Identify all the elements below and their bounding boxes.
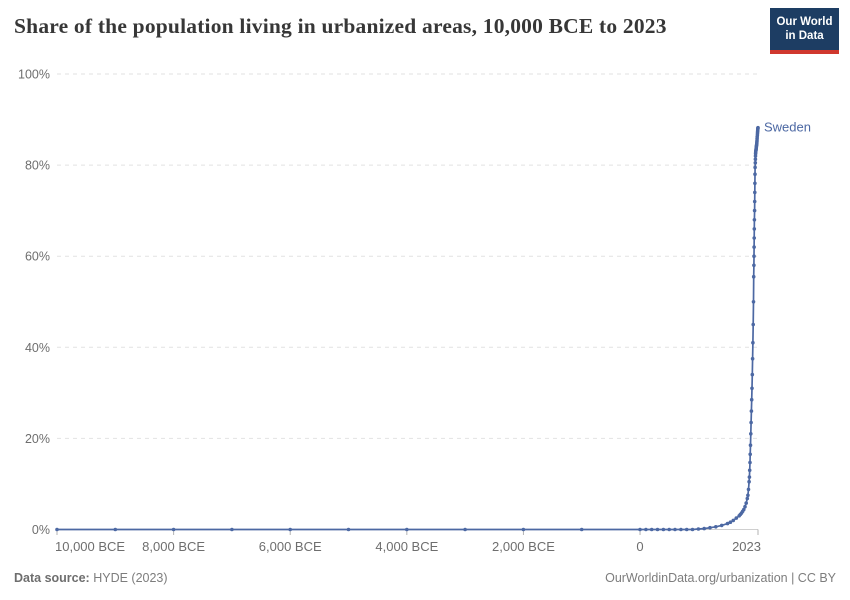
data-point — [725, 521, 730, 526]
y-axis-tick-label: 0% — [32, 523, 50, 537]
data-point — [752, 245, 756, 249]
data-point — [728, 520, 733, 524]
data-point — [743, 504, 747, 509]
y-axis-tick-label: 40% — [25, 341, 50, 355]
data-source-label: Data source: — [14, 571, 90, 585]
attribution-link[interactable]: OurWorldinData.org/urbanization | CC BY — [605, 571, 836, 585]
data-point — [579, 527, 584, 532]
data-point — [684, 527, 689, 532]
y-axis-tick-label: 60% — [25, 250, 50, 264]
data-point — [753, 165, 757, 170]
data-point — [753, 157, 758, 161]
x-axis-tick-label: 6,000 BCE — [259, 539, 322, 554]
data-point — [655, 527, 660, 532]
data-point — [752, 236, 756, 240]
data-point — [749, 432, 753, 436]
data-point — [690, 527, 695, 532]
x-axis-tick-label: 4,000 BCE — [375, 539, 438, 554]
data-point — [745, 496, 750, 501]
data-point — [748, 452, 752, 457]
data-point — [55, 527, 59, 532]
data-point — [748, 460, 752, 465]
data-point — [752, 227, 757, 231]
data-point — [673, 527, 677, 532]
data-point — [644, 527, 648, 532]
data-point — [750, 372, 755, 377]
data-point — [744, 501, 748, 505]
owid-logo-line1: Our World — [776, 15, 833, 28]
x-axis-tick-label: 2,000 BCE — [492, 539, 555, 554]
data-point — [752, 263, 756, 268]
owid-logo-line2: in Data — [785, 30, 824, 42]
data-point — [753, 161, 758, 165]
data-point — [753, 190, 757, 195]
y-axis-tick-label: 20% — [25, 432, 50, 446]
data-source: Data source: HYDE (2023) — [14, 571, 168, 585]
data-point — [346, 527, 351, 532]
data-point — [747, 475, 752, 479]
data-point — [756, 125, 760, 130]
data-point — [463, 527, 467, 532]
x-axis-tick-label: 8,000 BCE — [142, 539, 205, 554]
data-point — [751, 322, 755, 327]
data-point — [731, 518, 736, 523]
data-point — [667, 527, 671, 532]
data-point — [649, 527, 654, 532]
data-point — [746, 487, 751, 492]
chart-footer: Data source: HYDE (2023) OurWorldinData.… — [14, 571, 836, 587]
data-point — [742, 507, 746, 512]
data-point — [661, 527, 666, 532]
data-point — [171, 527, 176, 532]
data-point — [638, 527, 642, 532]
data-point — [719, 523, 724, 528]
owid-logo[interactable]: Our World in Data — [770, 8, 839, 54]
y-axis-tick-label: 80% — [25, 159, 50, 173]
chart-header: Share of the population living in urbani… — [0, 0, 850, 58]
data-point — [750, 356, 755, 361]
data-point — [753, 181, 757, 186]
data-point — [230, 527, 234, 532]
series-label-sweden: Sweden — [764, 120, 811, 135]
data-point — [751, 300, 756, 304]
data-point — [747, 468, 752, 473]
page-title: Share of the population living in urbani… — [14, 14, 667, 38]
x-axis-tick-label: 10,000 BCE — [55, 539, 125, 554]
data-point — [696, 527, 701, 531]
data-point — [751, 274, 756, 279]
data-point — [749, 420, 753, 425]
data-point — [748, 443, 753, 448]
attribution: OurWorldinData.org/urbanization | CC BY — [605, 571, 836, 585]
data-source-value: HYDE (2023) — [89, 571, 168, 585]
data-point — [521, 527, 526, 532]
data-point — [750, 386, 754, 391]
data-point — [702, 526, 706, 531]
data-point — [752, 199, 757, 204]
x-axis-tick-label: 2023 — [732, 539, 761, 554]
data-point — [734, 516, 739, 520]
data-point — [113, 527, 118, 532]
data-points-sweden — [55, 125, 760, 532]
data-point — [714, 525, 718, 529]
data-point — [749, 397, 754, 402]
data-line-sweden — [56, 126, 759, 531]
data-point — [288, 527, 293, 532]
y-axis-tick-label: 100% — [18, 68, 50, 82]
data-point — [752, 254, 756, 258]
data-point — [746, 493, 750, 498]
data-point — [405, 527, 409, 532]
data-point — [753, 172, 757, 176]
data-point — [752, 218, 757, 222]
x-axis-tick-label: 0 — [636, 539, 643, 554]
data-point — [751, 340, 755, 345]
data-point — [679, 527, 683, 532]
data-point — [747, 479, 751, 484]
data-point — [752, 208, 757, 213]
data-point — [749, 409, 754, 413]
data-point — [708, 525, 712, 530]
